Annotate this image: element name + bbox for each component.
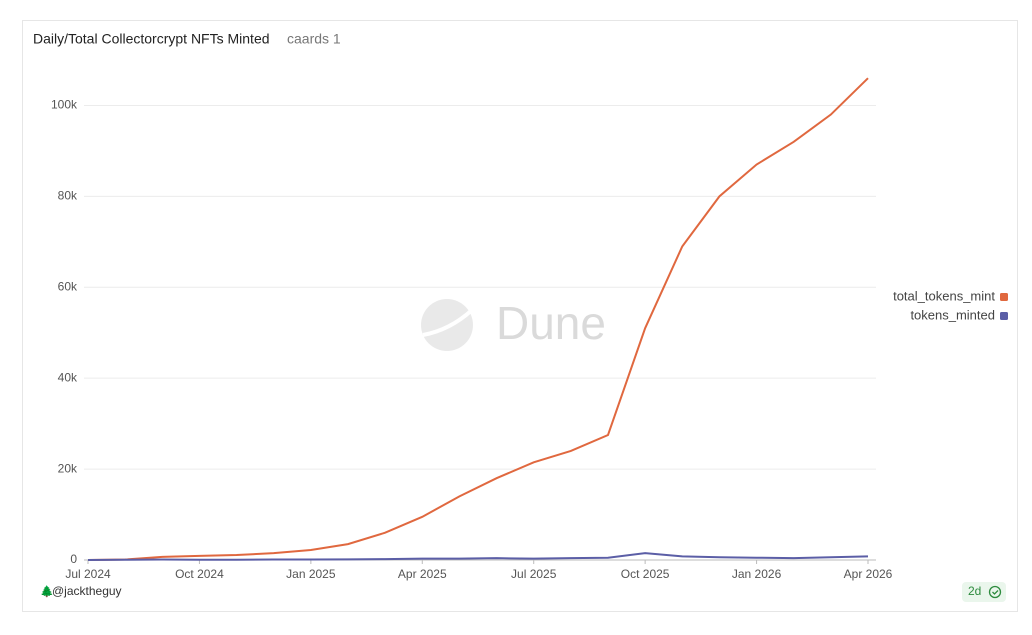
- y-tick-label: 60k: [58, 279, 78, 293]
- x-tick-label: Oct 2024: [175, 567, 224, 581]
- y-tick-label: 20k: [58, 461, 78, 475]
- x-tick-label: Jan 2026: [732, 567, 782, 581]
- legend-label: total_tokens_mint: [893, 288, 995, 303]
- age: 2d: [968, 584, 981, 598]
- series-line: [87, 552, 869, 561]
- legend-label: tokens_minted: [910, 307, 995, 322]
- x-tick-label: Jul 2025: [511, 567, 557, 581]
- age-check-mark: [992, 590, 999, 595]
- chart-subtitle: caards 1: [287, 31, 341, 47]
- y-tick-label: 100k: [51, 98, 78, 112]
- watermark-logo: [421, 299, 474, 351]
- x-tick-label: Jan 2025: [286, 567, 336, 581]
- author[interactable]: @jacktheguy: [52, 584, 122, 598]
- x-tick-label: Apr 2025: [398, 567, 447, 581]
- age-check: [988, 585, 1002, 599]
- legend-swatch: [1000, 312, 1008, 320]
- author-icon: 🌲: [40, 585, 54, 598]
- watermark: Dune: [496, 297, 606, 349]
- x-tick-label: Oct 2025: [621, 567, 670, 581]
- y-tick-label: 0: [70, 552, 77, 566]
- card: [22, 20, 1018, 612]
- y-tick-label: 40k: [58, 370, 78, 384]
- chart-title: Daily/Total Collectorcrypt NFTs Minted: [33, 31, 270, 47]
- legend-swatch: [1000, 293, 1008, 301]
- series-line: [87, 77, 869, 561]
- x-tick-label: Apr 2026: [844, 567, 893, 581]
- x-tick-label: Jul 2024: [65, 567, 111, 581]
- y-tick-label: 80k: [58, 189, 78, 203]
